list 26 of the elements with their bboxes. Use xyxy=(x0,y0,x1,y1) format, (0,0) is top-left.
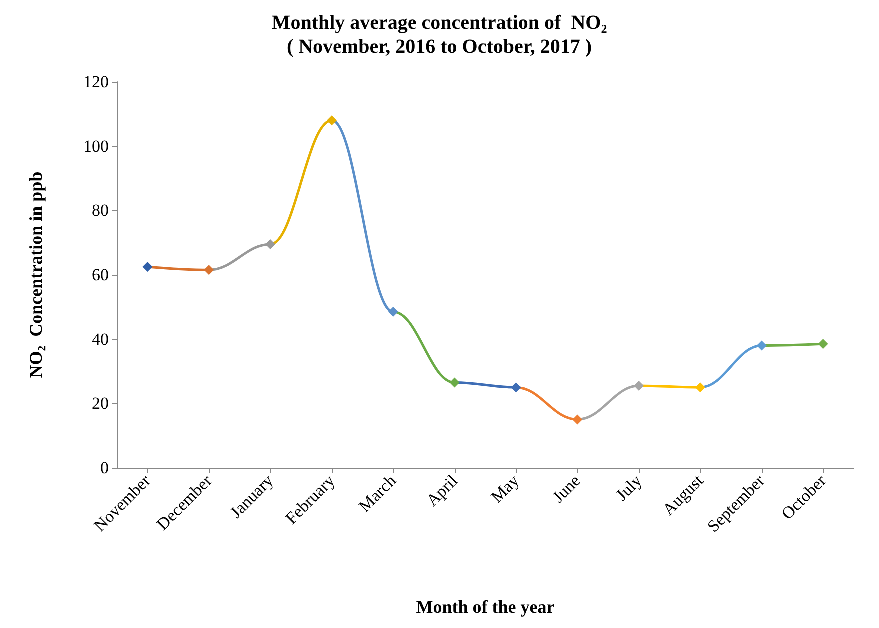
point xyxy=(204,265,214,276)
point xyxy=(634,380,644,391)
y-tick-label: 60 xyxy=(92,266,109,284)
x-tick-label: July xyxy=(612,470,646,505)
x-tick-label: May xyxy=(487,470,524,507)
y-tick-label: 120 xyxy=(84,72,109,92)
point xyxy=(388,306,398,317)
point xyxy=(756,340,767,351)
point xyxy=(511,382,522,393)
x-axis-title: Month of the year xyxy=(416,597,555,617)
point xyxy=(818,339,828,350)
y-tick-label: 100 xyxy=(84,136,109,156)
chart-subtitle: ( November, 2016 to October, 2017 ) xyxy=(286,36,592,58)
x-tick-label: June xyxy=(548,471,584,507)
point xyxy=(266,239,276,250)
chart-title: Monthly average concentration of NO₂ xyxy=(272,12,608,34)
point xyxy=(326,116,337,126)
y-tick-label: 0 xyxy=(100,458,109,478)
y-axis-title: NO₂ Concentration in ppb xyxy=(26,172,46,378)
point xyxy=(695,382,706,393)
point xyxy=(450,378,460,388)
point xyxy=(572,414,583,425)
y-tick-label: 80 xyxy=(92,201,109,220)
point xyxy=(142,262,153,272)
y-tick-label: 40 xyxy=(92,330,109,349)
y-tick-label: 20 xyxy=(92,394,109,414)
